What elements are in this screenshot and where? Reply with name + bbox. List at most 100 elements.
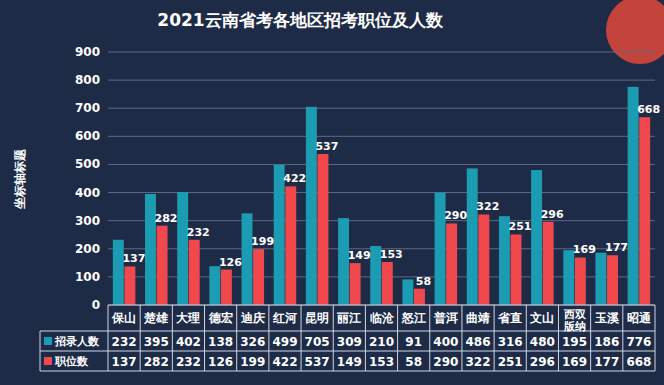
table-line (140, 305, 141, 371)
table-value: 402 (176, 335, 201, 349)
data-label: 296 (541, 208, 564, 221)
table-line (558, 305, 559, 371)
data-label: 668 (637, 103, 660, 116)
table-line (236, 305, 237, 371)
table-line (461, 305, 462, 371)
table-line (108, 305, 655, 306)
table-line (590, 305, 591, 371)
bar (157, 226, 168, 305)
data-label: 232 (187, 226, 210, 239)
legend-swatch (44, 337, 52, 345)
grid-line (108, 192, 655, 193)
bar (306, 107, 317, 305)
table-line (494, 305, 495, 371)
table-value: 290 (433, 355, 458, 369)
x-tick-label: 德宏 (208, 311, 233, 325)
table-value: 480 (530, 335, 555, 349)
data-label: 422 (283, 172, 306, 185)
y-tick-label: 500 (75, 157, 100, 171)
x-tick-label: 红河 (272, 311, 297, 325)
table-value: 422 (272, 355, 297, 369)
table-value: 668 (626, 355, 651, 369)
bar (274, 165, 285, 305)
table-value: 91 (405, 335, 422, 349)
data-label: 251 (509, 220, 532, 233)
x-tick-label: 丽江 (336, 311, 361, 325)
table-value: 186 (594, 335, 619, 349)
bar (350, 263, 361, 305)
x-tick-label: 保山 (111, 311, 136, 325)
bar (595, 253, 606, 305)
bar (209, 266, 220, 305)
table-value: 776 (626, 335, 651, 349)
bar (242, 213, 253, 305)
bar (575, 257, 586, 305)
table-value: 486 (465, 335, 490, 349)
table-value: 149 (337, 355, 362, 369)
data-label: 290 (444, 209, 467, 222)
table-value: 316 (498, 335, 523, 349)
data-table: 保山楚雄大理德宏迪庆红河昆明丽江临沧怒江普洱曲靖省直文山西双版纳玉溪昭通招录人数… (40, 305, 655, 371)
bar (113, 240, 124, 305)
table-value: 232 (112, 335, 137, 349)
y-tick-label: 200 (75, 242, 100, 256)
table-value: 400 (433, 335, 458, 349)
grid-line (108, 164, 655, 165)
table-value: 199 (240, 355, 265, 369)
y-tick-label: 100 (75, 270, 100, 284)
table-line (40, 351, 655, 352)
table-value: 232 (176, 355, 201, 369)
table-value: 210 (369, 335, 394, 349)
bar (531, 170, 542, 305)
bar (177, 192, 188, 305)
background (0, 0, 664, 385)
moon (606, 0, 664, 64)
y-tick-label: 900 (75, 45, 100, 59)
table-line (172, 305, 173, 371)
legend-swatch (44, 357, 52, 365)
bar (511, 234, 522, 305)
table-value: 195 (562, 335, 587, 349)
bar (285, 186, 296, 305)
table-value: 58 (405, 355, 422, 369)
table-line (365, 305, 366, 371)
table-line (268, 305, 269, 371)
bar (145, 194, 156, 305)
bar (221, 270, 232, 305)
data-label: 282 (155, 212, 178, 225)
bar (382, 262, 393, 305)
y-tick-label: 0 (92, 298, 100, 312)
table-line (204, 305, 205, 371)
bar (563, 250, 574, 305)
data-label: 199 (251, 235, 274, 248)
table-line (40, 371, 655, 372)
y-tick-label: 800 (75, 73, 100, 87)
bar (628, 87, 639, 305)
x-tick-label: 楚雄 (143, 311, 168, 325)
table-line (333, 305, 334, 371)
x-tick-label: 怒江 (401, 311, 426, 325)
bar (124, 266, 135, 305)
x-tick-label: 迪庆 (240, 311, 265, 325)
grid-line (108, 108, 655, 109)
x-tick-label: 文山 (529, 311, 554, 325)
x-tick-label-cont: 版纳 (563, 320, 586, 333)
table-value: 705 (305, 335, 330, 349)
bar (446, 223, 457, 305)
bar (543, 222, 554, 305)
table-line (40, 331, 41, 371)
grid-line (108, 305, 655, 306)
title: 2021云南省考各地区招考职位及人数 (157, 10, 443, 30)
data-label: 137 (122, 252, 145, 265)
bar (467, 168, 478, 305)
data-label: 153 (380, 248, 403, 261)
table-value: 499 (272, 335, 297, 349)
bar (414, 289, 425, 305)
bar (317, 154, 328, 305)
table-value: 282 (144, 355, 169, 369)
x-tick-label: 大理 (176, 311, 200, 325)
table-value: 537 (305, 355, 330, 369)
table-value: 322 (465, 355, 490, 369)
grid-line (108, 80, 655, 81)
data-label: 169 (573, 243, 596, 256)
